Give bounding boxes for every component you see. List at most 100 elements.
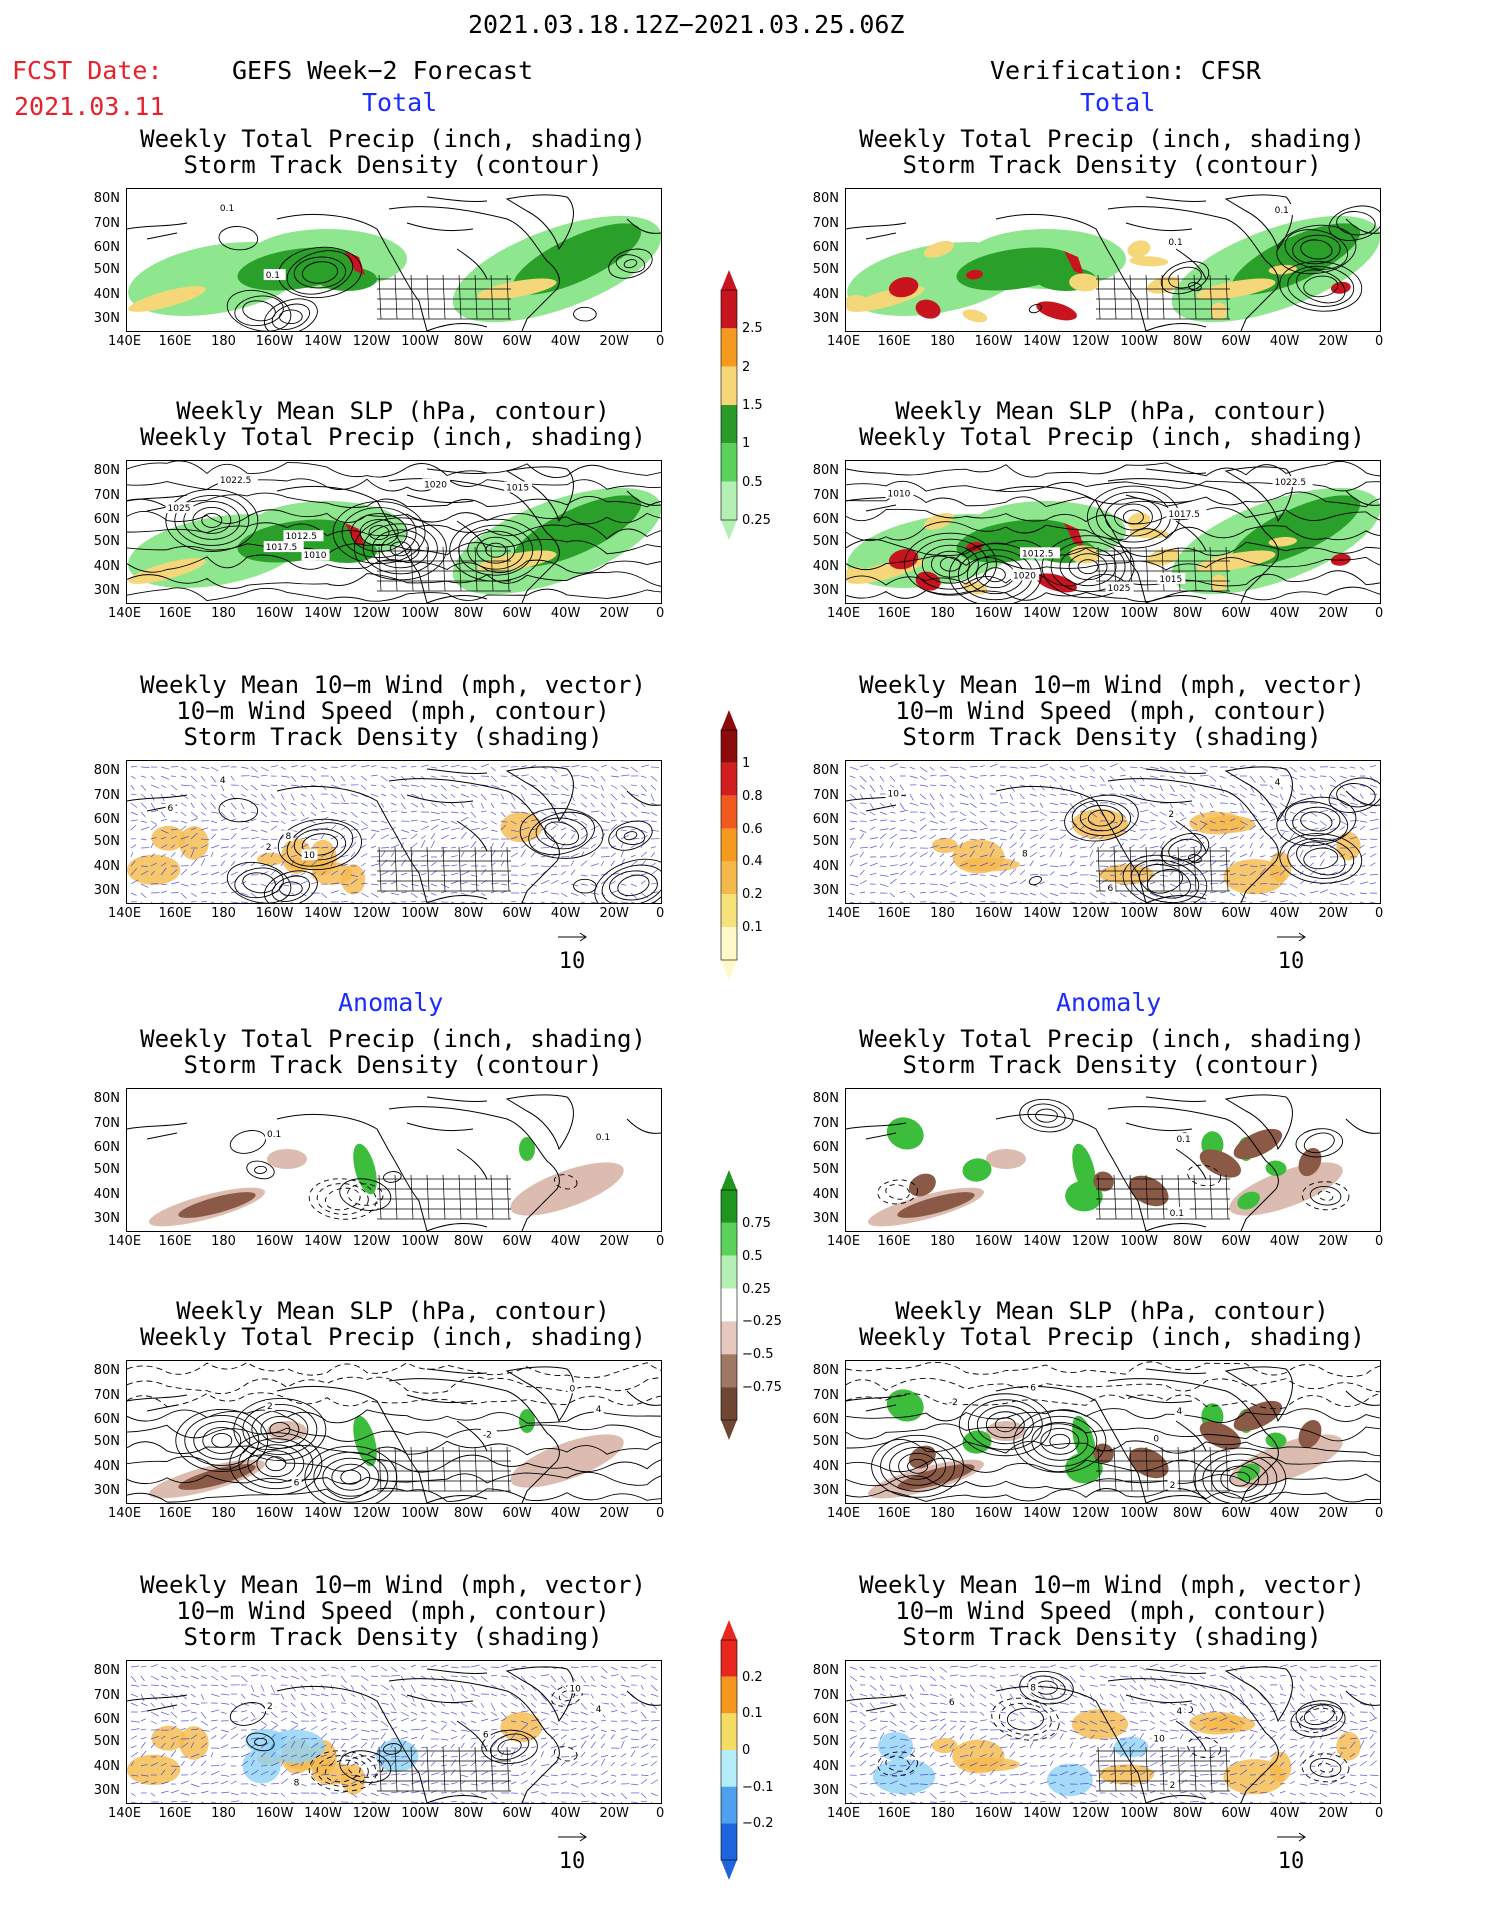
- svg-text:1022.5: 1022.5: [220, 476, 252, 486]
- lon-label: 60W: [1221, 606, 1251, 621]
- lat-label: 70N: [93, 487, 120, 503]
- lon-label: 180: [211, 1234, 236, 1249]
- colorbar-track-anomaly-swatch: [721, 1640, 737, 1677]
- svg-text:0.1: 0.1: [1168, 238, 1182, 248]
- lon-label: 140E: [108, 906, 142, 921]
- lon-label: 40W: [550, 1806, 581, 1821]
- lon-label: 20W: [1318, 334, 1348, 349]
- lat-label: 80N: [812, 1091, 839, 1107]
- svg-text:4: 4: [596, 1705, 602, 1715]
- lon-label: 0: [1375, 1806, 1384, 1821]
- lon-label: 160E: [877, 1806, 911, 1821]
- lon-label: 80W: [1172, 1806, 1203, 1821]
- svg-text:1010: 1010: [888, 489, 911, 499]
- lat-label: 50N: [812, 1434, 839, 1450]
- lon-label: 140E: [827, 1234, 861, 1249]
- lon-label: 140E: [827, 334, 861, 349]
- lon-label: 140E: [827, 1806, 861, 1821]
- lon-label: 40W: [550, 1506, 581, 1521]
- vector-reference: 10: [542, 924, 602, 974]
- svg-text:1017.5: 1017.5: [266, 543, 298, 553]
- lon-label: 40W: [550, 334, 581, 349]
- colorbar-track-total-swatch: [721, 762, 737, 796]
- lon-label: 160W: [974, 1506, 1013, 1521]
- lon-label: 80W: [453, 1506, 484, 1521]
- lon-label: 160W: [974, 1234, 1013, 1249]
- map-panel-1-5: 2 4 6 8 10: [845, 1660, 1381, 1804]
- lat-label: 70N: [812, 1687, 839, 1703]
- vector-reference-arrow-icon: [1277, 932, 1306, 942]
- lon-label: 20W: [599, 1234, 629, 1249]
- lon-label: 60W: [502, 1506, 532, 1521]
- colorbar-track-total-label: 0.8: [742, 788, 763, 804]
- vector-reference-label: 10: [558, 1849, 586, 1874]
- lon-label: 140W: [304, 1506, 342, 1521]
- colorbar-precip-anomaly-label: 0.5: [742, 1248, 763, 1264]
- svg-text:10: 10: [569, 1684, 581, 1694]
- colorbar-track-total-label: 0.4: [742, 854, 763, 870]
- colorbar-precip-anomaly-swatch: [721, 1255, 737, 1289]
- lon-label: 160E: [877, 334, 911, 349]
- lat-label: 40N: [93, 1758, 120, 1774]
- svg-text:10: 10: [1153, 1734, 1165, 1744]
- lat-label: 60N: [93, 811, 120, 827]
- lon-label: 140E: [108, 1506, 142, 1521]
- panel-title-0-0: Weekly Total Precip (inch, shading) Stor…: [140, 125, 646, 179]
- lon-label: 0: [656, 334, 665, 349]
- colorbar-precip-total-label: 0.5: [742, 474, 763, 490]
- lat-label: 40N: [93, 858, 120, 874]
- colorbar-precip-anomaly-swatch: [721, 1222, 737, 1256]
- svg-text:4: 4: [1176, 1707, 1182, 1717]
- lat-label: 30N: [93, 1782, 120, 1798]
- lon-label: 40W: [1269, 1234, 1300, 1249]
- lat-label: 50N: [812, 1734, 839, 1750]
- svg-text:1022.5: 1022.5: [1275, 478, 1307, 488]
- fcst-date-label: FCST Date:: [12, 56, 163, 85]
- lat-label: 50N: [812, 534, 839, 550]
- lat-label: 50N: [812, 834, 839, 850]
- svg-text:4: 4: [220, 776, 226, 786]
- svg-text:10: 10: [888, 789, 900, 799]
- svg-text:1015: 1015: [506, 483, 529, 493]
- lat-label: 30N: [93, 882, 120, 898]
- lat-label: 60N: [812, 239, 839, 255]
- lat-label: 80N: [93, 463, 120, 479]
- lon-label: 180: [211, 906, 236, 921]
- vector-reference-label: 10: [558, 949, 586, 974]
- panel-title-0-4: Weekly Mean SLP (hPa, contour) Weekly To…: [140, 1297, 646, 1351]
- panel-title-1-3: Weekly Total Precip (inch, shading) Stor…: [859, 1025, 1365, 1079]
- svg-text:6: 6: [1030, 1384, 1036, 1394]
- lat-label: 70N: [93, 1687, 120, 1703]
- svg-text:2: 2: [1168, 810, 1174, 820]
- colorbar-track-anomaly-label: 0.1: [742, 1706, 763, 1722]
- colorbar-track-total: [720, 710, 738, 984]
- lon-label: 100W: [1120, 906, 1158, 921]
- lon-label: 160E: [158, 1806, 192, 1821]
- svg-text:1012.5: 1012.5: [1022, 549, 1054, 559]
- colorbar-precip-anomaly-swatch: [721, 1321, 737, 1355]
- lon-label: 140E: [108, 1806, 142, 1821]
- lat-label: 40N: [93, 1458, 120, 1474]
- svg-text:0.1: 0.1: [1275, 206, 1289, 216]
- lon-label: 100W: [401, 1806, 439, 1821]
- lat-label: 40N: [812, 286, 839, 302]
- section-total-left: Total: [362, 88, 438, 117]
- colorbar-precip-anomaly-label: −0.75: [742, 1380, 782, 1396]
- lon-label: 40W: [1269, 606, 1300, 621]
- colorbar-track-anomaly-swatch: [721, 1676, 737, 1714]
- lon-label: 140E: [108, 1234, 142, 1249]
- lon-label: 20W: [599, 1506, 629, 1521]
- lon-label: 0: [1375, 906, 1384, 921]
- svg-text:-2: -2: [483, 1430, 492, 1440]
- lat-label: 30N: [812, 1782, 839, 1798]
- lat-label: 40N: [812, 1458, 839, 1474]
- lat-label: 60N: [93, 1139, 120, 1155]
- lon-label: 80W: [453, 906, 484, 921]
- lon-label: 80W: [453, 606, 484, 621]
- lon-label: 100W: [401, 334, 439, 349]
- svg-text:6: 6: [168, 804, 174, 814]
- vector-reference: 10: [1261, 1824, 1321, 1874]
- lon-label: 120W: [352, 906, 391, 921]
- svg-text:0.1: 0.1: [1170, 1209, 1184, 1219]
- lon-label: 20W: [599, 1806, 629, 1821]
